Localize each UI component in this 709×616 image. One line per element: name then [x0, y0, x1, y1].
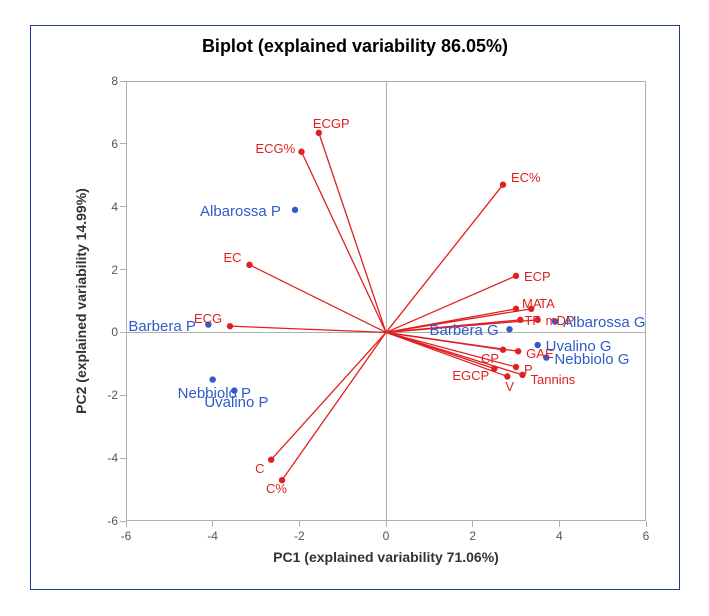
x-tick-label: 6	[634, 529, 658, 543]
loading-label: ECG	[194, 312, 222, 325]
loading-point	[500, 182, 506, 188]
x-tick-label: 0	[374, 529, 398, 543]
x-tick-label: -2	[287, 529, 311, 543]
y-tick-label: 8	[94, 74, 118, 88]
loading-vector	[271, 332, 386, 459]
loading-point	[515, 348, 521, 354]
sample-point	[209, 376, 215, 382]
sample-label: Uvalino P	[204, 395, 268, 410]
loading-vector	[250, 265, 387, 333]
chart-frame: Biplot (explained variability 86.05%) -6…	[30, 25, 680, 590]
biplot-svg	[126, 81, 646, 521]
loading-label: Tannins	[531, 373, 576, 386]
y-tick-label: 4	[94, 200, 118, 214]
chart-title: Biplot (explained variability 86.05%)	[31, 36, 679, 57]
loading-vector	[319, 133, 386, 333]
loading-label: TA	[539, 297, 555, 310]
loading-point	[227, 323, 233, 329]
loading-label: ECP	[524, 270, 551, 283]
loading-label: ECGP	[313, 117, 350, 130]
y-tick-label: 0	[94, 325, 118, 339]
loading-label: EGCP	[452, 369, 489, 382]
x-tick-label: 2	[461, 529, 485, 543]
x-tick-label: -4	[201, 529, 225, 543]
y-tick-label: -4	[94, 451, 118, 465]
x-tick	[126, 521, 127, 527]
x-tick-label: -6	[114, 529, 138, 543]
loading-vector	[282, 332, 386, 480]
sample-label: Barbera G	[430, 323, 499, 338]
sample-label: Nebbiolo G	[554, 352, 629, 367]
loading-label: TF	[524, 314, 540, 327]
loading-label: ECG%	[256, 142, 296, 155]
loading-point	[268, 457, 274, 463]
loading-label: CP	[481, 352, 499, 365]
loading-vector	[302, 152, 387, 333]
y-tick-label: 6	[94, 137, 118, 151]
loading-point	[246, 262, 252, 268]
loading-label: V	[505, 380, 514, 393]
x-tick	[299, 521, 300, 527]
x-tick	[646, 521, 647, 527]
loading-point	[513, 364, 519, 370]
y-tick-label: -2	[94, 388, 118, 402]
x-tick	[386, 521, 387, 527]
loading-vector	[386, 185, 503, 333]
x-tick-label: 4	[547, 529, 571, 543]
sample-label: Albarossa P	[200, 204, 281, 219]
x-tick	[559, 521, 560, 527]
sample-label: Barbera P	[128, 319, 196, 334]
loading-label: C	[255, 462, 264, 475]
loading-point	[298, 149, 304, 155]
sample-point	[292, 207, 298, 213]
sample-point	[506, 326, 512, 332]
y-tick-label: 2	[94, 263, 118, 277]
loading-label: C%	[266, 482, 287, 495]
x-tick	[212, 521, 213, 527]
x-axis-label: PC1 (explained variability 71.06%)	[126, 549, 646, 565]
y-tick-label: -6	[94, 514, 118, 528]
x-tick	[472, 521, 473, 527]
loading-vector	[230, 326, 386, 332]
loading-point	[513, 273, 519, 279]
loading-label: EC	[224, 251, 242, 264]
loading-label: EC%	[511, 171, 541, 184]
plot-area: -6-4-20246-6-4-202468PC1 (explained vari…	[126, 81, 646, 521]
sample-label: Albarossa G	[563, 315, 646, 330]
y-axis-label: PC2 (explained variability 14.99%)	[73, 188, 89, 414]
